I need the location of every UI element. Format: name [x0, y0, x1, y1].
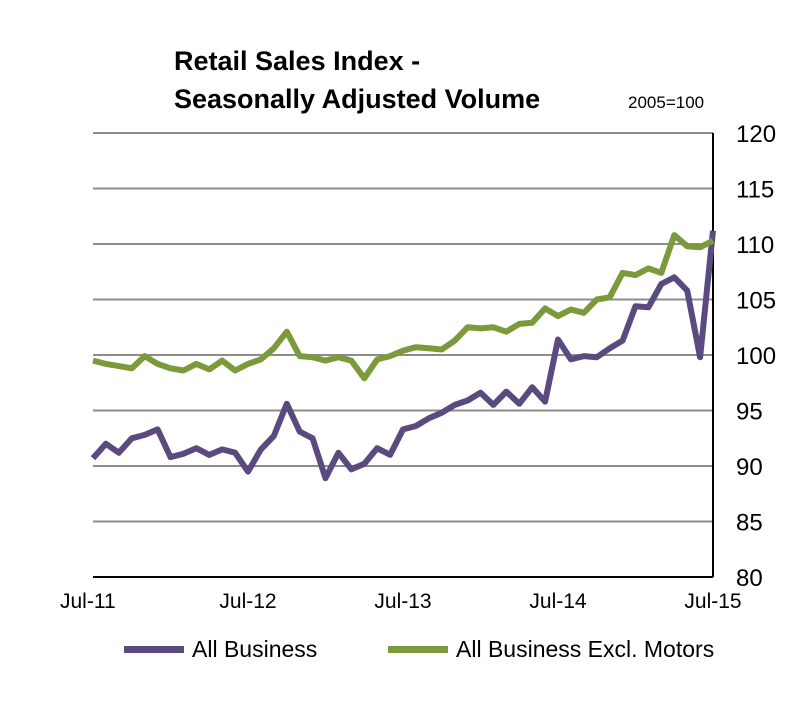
legend-item-excl-motors: All Business Excl. Motors: [388, 636, 714, 663]
x-tick-label: Jul-13: [374, 590, 431, 613]
legend-swatch-all-business: [124, 646, 184, 653]
legend-item-all-business: All Business: [124, 636, 317, 663]
legend-swatch-excl-motors: [388, 646, 448, 653]
legend-label-excl-motors: All Business Excl. Motors: [456, 636, 715, 662]
unit-note: 2005=100: [628, 93, 705, 112]
legend-label-all-business: All Business: [192, 636, 318, 662]
y-tick-label: 85: [736, 510, 763, 537]
chart-title-line-1: Retail Sales Index -: [174, 46, 421, 76]
y-tick-label: 90: [736, 454, 763, 481]
y-tick-label: 80: [736, 565, 763, 592]
x-tick-label: Jul-11: [60, 590, 116, 613]
y-tick-label: 115: [736, 177, 774, 204]
chart-title-line-2: Seasonally Adjusted Volume: [174, 84, 541, 114]
x-tick-label: Jul-14: [529, 590, 587, 613]
y-tick-label: 105: [736, 288, 776, 315]
series-line-excl-motors: [92, 232, 715, 382]
y-tick-label: 95: [736, 399, 763, 426]
y-tick-label: 100: [736, 343, 776, 370]
y-tick-label: 110: [736, 232, 774, 259]
legend: All Business All Business Excl. Motors: [0, 636, 793, 668]
chart-title: Retail Sales Index - Seasonally Adjusted…: [174, 42, 540, 118]
series-line-all-business: [90, 230, 716, 482]
y-tick-label: 120: [736, 121, 776, 148]
x-tick-label: Jul-15: [684, 590, 741, 613]
x-tick-label: Jul-12: [219, 590, 276, 613]
